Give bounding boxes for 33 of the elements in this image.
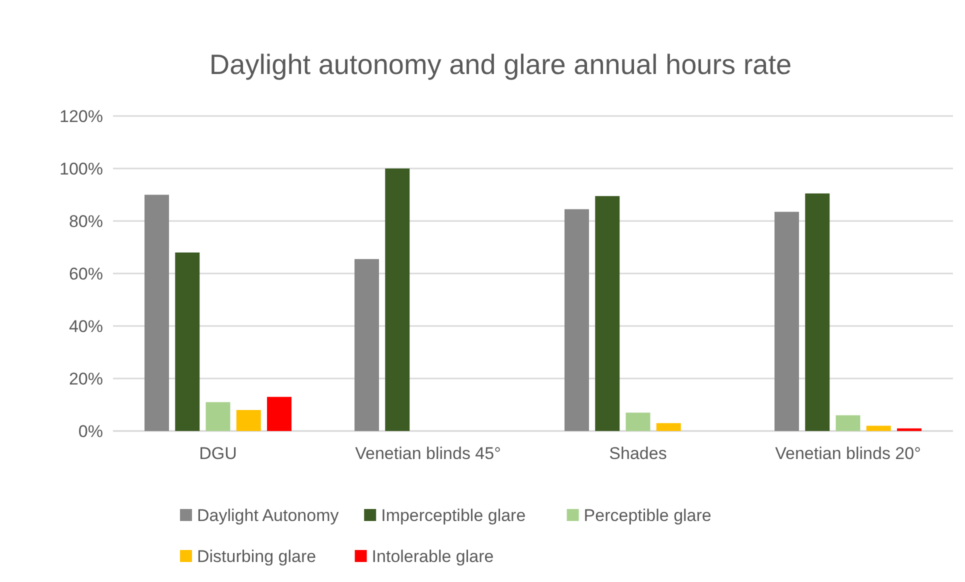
bar [385,168,410,431]
y-tick-label: 0% [78,422,103,441]
bar [595,196,620,431]
legend-label: Daylight Autonomy [197,506,340,525]
bar [774,212,799,431]
bar [236,410,261,431]
bar [836,415,860,431]
bar [564,209,589,431]
bar [144,194,169,431]
x-tick-label: Venetian blinds 20° [775,444,921,463]
y-tick-label: 80% [68,212,103,231]
legend-label: Disturbing glare [197,547,316,566]
y-tick-label: 60% [68,264,103,284]
bar [626,412,650,431]
bar [354,259,379,431]
bar [656,423,681,431]
legend-label: Imperceptible glare [381,506,526,525]
y-tick-label: 20% [68,370,103,388]
bar [805,193,830,431]
y-tick-label: 40% [68,317,103,336]
bar [866,426,891,431]
x-tick-label: Shades [609,444,667,463]
x-tick-label: Venetian blinds 45° [355,444,501,463]
legend-label: Intolerable glare [372,547,494,566]
chart-title: Daylight autonomy and glare annual hours rate [209,49,792,80]
bar [175,252,200,431]
legend-label: Perceptible glare [584,506,712,525]
bar [206,402,230,431]
bar [267,396,292,431]
bar [897,428,922,431]
x-tick-label: DGU [199,444,237,463]
y-tick-label: 120% [60,107,103,126]
y-tick-label: 100% [60,160,103,178]
